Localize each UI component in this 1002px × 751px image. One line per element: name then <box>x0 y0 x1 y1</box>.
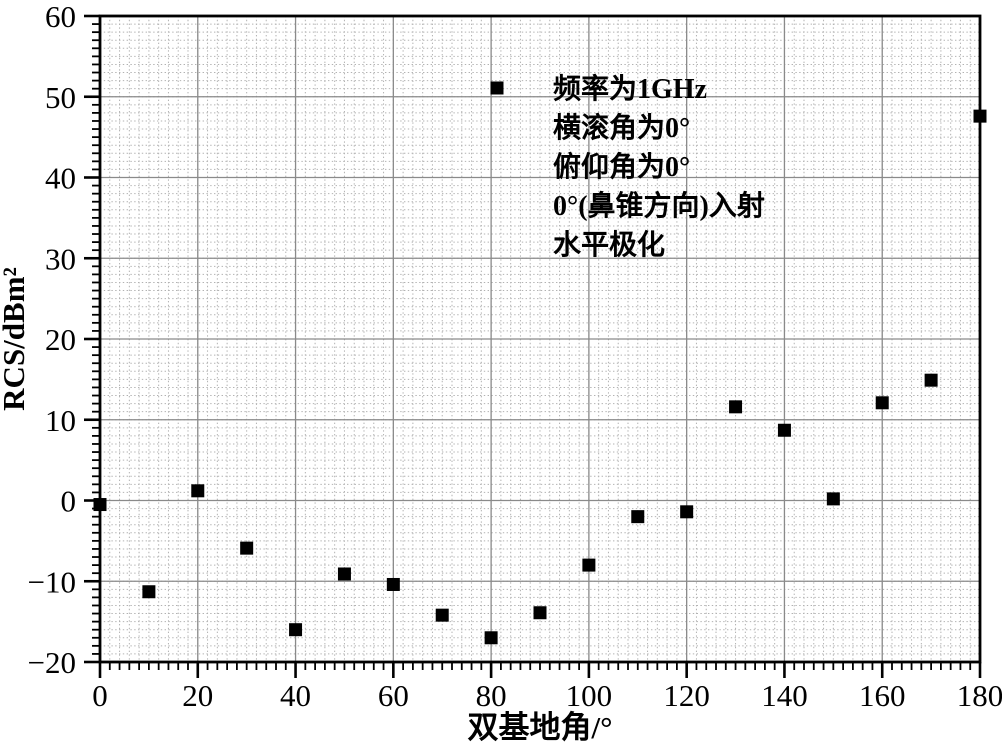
data-point <box>484 631 498 645</box>
y-tick-label: 0 <box>61 484 77 519</box>
y-tick-label: 50 <box>45 80 76 115</box>
y-tick-label: 20 <box>45 322 76 357</box>
data-point <box>924 373 938 387</box>
x-axis-tick-labels: 0 20 40 60 80 100 120 140 160 180 <box>92 678 1002 713</box>
major-grid <box>99 15 981 663</box>
x-tick-label: 140 <box>761 678 808 713</box>
data-point <box>435 608 449 622</box>
x-tick-label: 40 <box>280 678 311 713</box>
y-tick-label: 40 <box>45 161 76 196</box>
x-tick-label: 120 <box>663 678 710 713</box>
y-tick-label: −20 <box>28 645 76 680</box>
y-tick-label: 60 <box>45 0 76 34</box>
legend-line: 0°(鼻锥方向)入射 <box>553 189 765 222</box>
data-point <box>533 606 547 620</box>
data-point <box>973 109 987 123</box>
x-tick-label: 80 <box>476 678 507 713</box>
x-axis-label: 双基地角/° <box>467 710 612 745</box>
data-point <box>93 498 107 512</box>
data-point <box>337 567 351 581</box>
data-point <box>191 484 205 498</box>
x-tick-label: 0 <box>92 678 108 713</box>
data-point <box>582 558 596 572</box>
data-point <box>142 585 156 599</box>
legend-line: 俯仰角为0° <box>553 150 690 183</box>
y-axis-tick-labels: −20 −10 0 10 20 30 40 50 60 <box>28 0 76 680</box>
data-point <box>680 505 694 519</box>
data-point <box>777 423 791 437</box>
legend-line: 横滚角为0° <box>553 111 690 144</box>
x-tick-label: 100 <box>566 678 613 713</box>
x-tick-label: 20 <box>182 678 213 713</box>
x-tick-label: 160 <box>859 678 906 713</box>
data-point <box>875 396 889 410</box>
x-axis-ticks <box>98 662 982 678</box>
y-tick-label: 30 <box>45 241 76 276</box>
legend-line: 水平极化 <box>553 229 665 261</box>
x-tick-label: 180 <box>957 678 1002 713</box>
data-points <box>93 109 987 645</box>
legend-line: 频率为1GHz <box>553 72 707 105</box>
data-point <box>729 400 743 414</box>
y-tick-label: 10 <box>45 403 76 438</box>
data-point <box>240 541 254 555</box>
legend-marker-square-icon <box>490 81 504 95</box>
data-point <box>631 510 645 524</box>
data-point <box>826 492 840 506</box>
y-axis-ticks <box>84 14 100 664</box>
x-tick-label: 60 <box>378 678 409 713</box>
data-point <box>289 623 303 637</box>
data-point <box>386 577 400 591</box>
y-tick-label: −10 <box>28 564 76 599</box>
y-axis-label: RCS/dBm² <box>0 267 31 411</box>
legend: 频率为1GHz 横滚角为0° 俯仰角为0° 0°(鼻锥方向)入射 水平极化 <box>490 72 765 261</box>
